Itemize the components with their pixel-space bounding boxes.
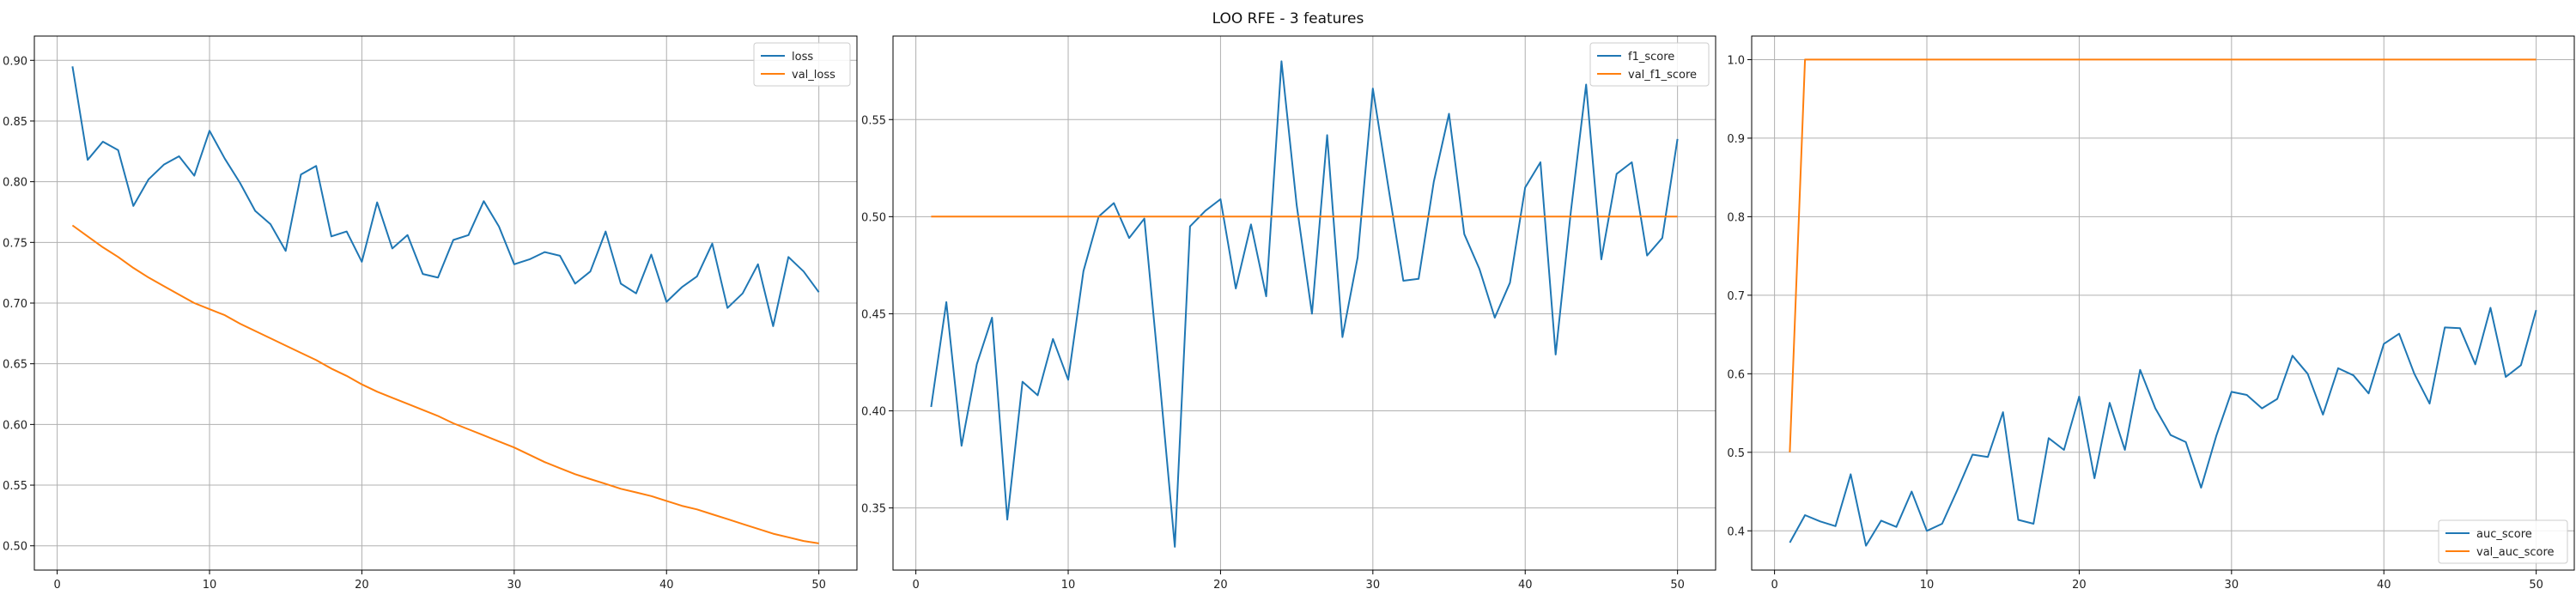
- x-tick-label: 20: [1213, 579, 1228, 592]
- y-tick-label: 0.55: [861, 114, 886, 127]
- x-tick-label: 40: [1518, 579, 1533, 592]
- y-tick-label: 0.55: [3, 480, 27, 493]
- y-tick-label: 0.45: [861, 308, 886, 321]
- y-tick-label: 0.35: [861, 503, 886, 516]
- series-line-f1_score: [930, 60, 1679, 548]
- legend: f1_score val_f1_score: [1589, 42, 1710, 87]
- legend-box: [1589, 42, 1710, 87]
- legend-label: val_f1_score: [1628, 69, 1697, 82]
- x-tick-label: 40: [659, 579, 674, 592]
- x-tick-label: 30: [507, 579, 522, 592]
- legend: auc_score val_auc_score: [2438, 519, 2568, 564]
- y-tick-label: 0.90: [3, 55, 27, 68]
- legend-label: val_auc_score: [2476, 546, 2555, 559]
- x-tick-label: 10: [1920, 579, 1935, 592]
- x-tick-label: 0: [1771, 579, 1777, 592]
- x-tick-label: 0: [53, 579, 60, 592]
- series-line-loss: [71, 66, 820, 327]
- legend-label: auc_score: [2476, 528, 2532, 541]
- legend-box: [2438, 519, 2568, 564]
- figure-title: LOO RFE - 3 features: [1212, 10, 1364, 27]
- series-line-val_loss: [71, 224, 819, 544]
- x-tick-label: 50: [1670, 579, 1685, 592]
- series-line-auc_score: [1789, 307, 2537, 547]
- y-tick-label: 0.80: [3, 177, 27, 190]
- y-tick-label: 0.40: [861, 406, 886, 419]
- y-tick-label: 1.0: [1727, 54, 1745, 67]
- legend-label: loss: [792, 51, 813, 64]
- legend-label: val_loss: [792, 69, 835, 82]
- legend-box: [753, 42, 851, 87]
- x-tick-label: 50: [811, 579, 826, 592]
- legend: loss val_loss: [753, 42, 851, 87]
- x-tick-label: 40: [2377, 579, 2391, 592]
- x-tick-label: 0: [912, 579, 919, 592]
- y-tick-label: 0.75: [3, 237, 27, 250]
- y-tick-label: 0.70: [3, 298, 27, 311]
- y-tick-label: 0.8: [1727, 211, 1745, 224]
- x-tick-label: 10: [203, 579, 217, 592]
- y-tick-label: 0.7: [1727, 290, 1745, 303]
- y-tick-label: 0.9: [1727, 133, 1745, 146]
- y-tick-label: 0.85: [3, 116, 27, 129]
- axes-frame: [1751, 35, 2575, 571]
- axes-frame: [892, 35, 1716, 571]
- y-tick-label: 0.50: [3, 541, 27, 554]
- y-tick-label: 0.60: [3, 419, 27, 432]
- subplots: 0 10 20 30 40 500.500.550.600.650.700.750.800…: [3, 35, 2575, 592]
- subplot-1: 0 10 20 30 40 50 0.50 0.55 0.60 0.65 0.70 0.75 0.80 0…: [3, 35, 858, 592]
- legend-label: f1_score: [1628, 51, 1674, 64]
- x-tick-label: 10: [1061, 579, 1076, 592]
- x-tick-label: 20: [2072, 579, 2087, 592]
- y-tick-label: 0.50: [861, 211, 886, 224]
- x-tick-label: 20: [355, 579, 369, 592]
- x-tick-label: 50: [2529, 579, 2543, 592]
- x-tick-label: 30: [2225, 579, 2239, 592]
- y-tick-label: 0.4: [1727, 525, 1745, 538]
- x-tick-label: 30: [1366, 579, 1381, 592]
- y-tick-label: 0.65: [3, 359, 27, 372]
- subplot-2: 0 10 20 30 40 50 0.35 0.40 0.45 0.50 0.55 f1_scorev…: [861, 35, 1716, 592]
- y-tick-label: 0.5: [1727, 447, 1745, 460]
- y-tick-label: 0.6: [1727, 368, 1745, 381]
- series-line-val_auc_score: [1789, 58, 2537, 452]
- subplot-3: 0 10 20 30 40 50 0.4 0.5 0.6 0.7 0.8 0.9 1.0 auc_scor…: [1727, 35, 2575, 592]
